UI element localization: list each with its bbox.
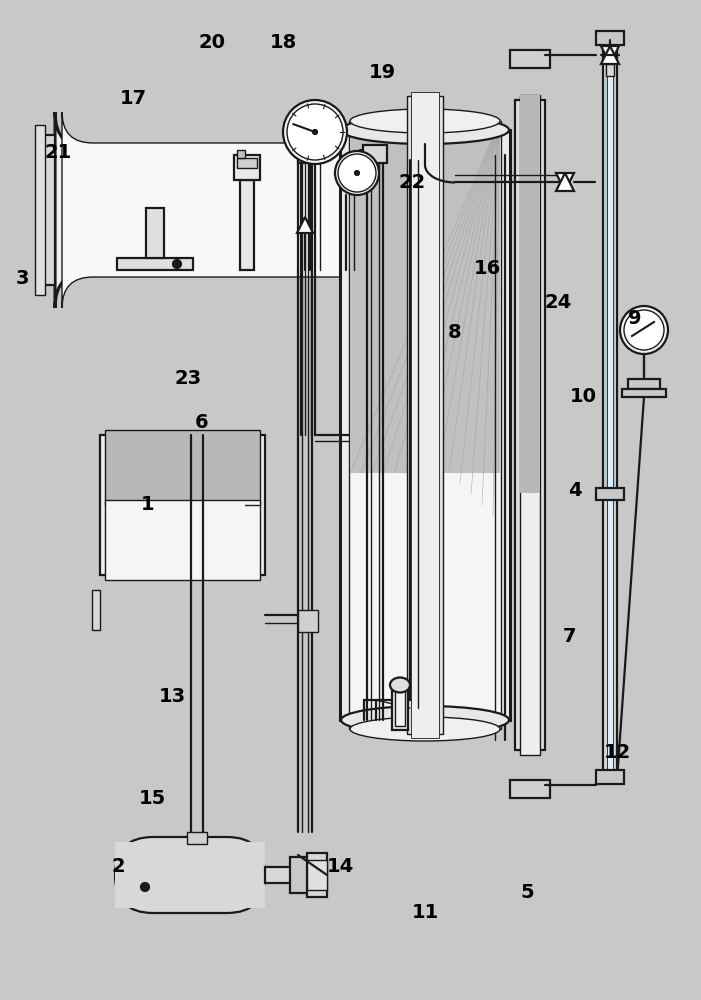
Circle shape: [287, 104, 343, 160]
Bar: [307, 853, 327, 897]
Bar: [520, 95, 540, 755]
Bar: [237, 150, 245, 158]
Bar: [395, 688, 405, 726]
Ellipse shape: [341, 706, 509, 734]
Text: 24: 24: [545, 294, 571, 312]
FancyBboxPatch shape: [55, 112, 390, 308]
Polygon shape: [601, 46, 619, 64]
Bar: [105, 500, 260, 580]
Bar: [392, 685, 408, 730]
Bar: [298, 147, 318, 163]
Text: 17: 17: [119, 89, 147, 107]
FancyBboxPatch shape: [62, 112, 383, 308]
Text: 7: 7: [562, 628, 576, 647]
Bar: [240, 180, 254, 270]
Text: 9: 9: [628, 308, 641, 328]
Bar: [515, 100, 545, 750]
Bar: [115, 842, 265, 908]
Bar: [603, 40, 617, 775]
Text: 4: 4: [569, 481, 582, 499]
Text: 19: 19: [369, 64, 395, 83]
Bar: [290, 857, 308, 893]
Bar: [92, 590, 100, 630]
Text: 6: 6: [195, 414, 209, 432]
Text: 1: 1: [141, 495, 155, 514]
Circle shape: [624, 310, 664, 350]
Circle shape: [355, 171, 359, 175]
Bar: [35, 125, 45, 295]
Text: 11: 11: [411, 902, 439, 922]
Text: 20: 20: [198, 33, 226, 52]
Bar: [298, 610, 318, 632]
Bar: [605, 38, 615, 493]
Text: 22: 22: [398, 174, 426, 192]
Bar: [350, 120, 500, 473]
Bar: [510, 50, 550, 68]
Circle shape: [335, 151, 379, 195]
Text: 10: 10: [569, 387, 597, 406]
Ellipse shape: [390, 678, 410, 692]
Bar: [607, 37, 613, 778]
Text: 18: 18: [269, 33, 297, 52]
Text: 21: 21: [44, 143, 72, 162]
Text: 14: 14: [327, 856, 353, 876]
Circle shape: [620, 306, 668, 354]
Bar: [606, 64, 614, 76]
Bar: [307, 860, 327, 890]
Text: 2: 2: [111, 857, 125, 876]
Bar: [187, 832, 207, 844]
Polygon shape: [556, 173, 574, 191]
Text: 5: 5: [520, 884, 534, 902]
Polygon shape: [297, 217, 313, 233]
Circle shape: [141, 883, 149, 891]
Ellipse shape: [341, 116, 509, 144]
Bar: [596, 488, 624, 500]
Polygon shape: [601, 46, 619, 64]
Bar: [628, 379, 660, 389]
Circle shape: [283, 100, 347, 164]
Bar: [117, 258, 193, 270]
Text: 13: 13: [158, 688, 186, 706]
Bar: [596, 770, 624, 784]
Bar: [105, 430, 260, 505]
Bar: [363, 145, 387, 163]
Bar: [237, 158, 257, 168]
Circle shape: [338, 154, 376, 192]
Text: 8: 8: [448, 324, 462, 342]
Bar: [411, 92, 439, 738]
FancyBboxPatch shape: [115, 837, 265, 913]
Bar: [520, 95, 540, 493]
Bar: [407, 96, 443, 734]
Bar: [596, 31, 624, 45]
Bar: [234, 155, 260, 180]
Text: 12: 12: [604, 742, 631, 762]
Bar: [40, 135, 55, 285]
Polygon shape: [556, 173, 574, 191]
Text: 3: 3: [15, 268, 29, 288]
Bar: [100, 435, 265, 575]
Ellipse shape: [350, 717, 500, 741]
Circle shape: [173, 260, 181, 268]
Bar: [349, 121, 501, 729]
Bar: [146, 208, 164, 258]
Bar: [265, 867, 295, 883]
Text: 23: 23: [175, 368, 202, 387]
Text: 15: 15: [138, 788, 165, 808]
Circle shape: [313, 130, 317, 134]
Bar: [510, 780, 550, 798]
Bar: [622, 389, 666, 397]
Ellipse shape: [350, 109, 500, 133]
Bar: [340, 130, 510, 720]
Text: 16: 16: [473, 258, 501, 277]
